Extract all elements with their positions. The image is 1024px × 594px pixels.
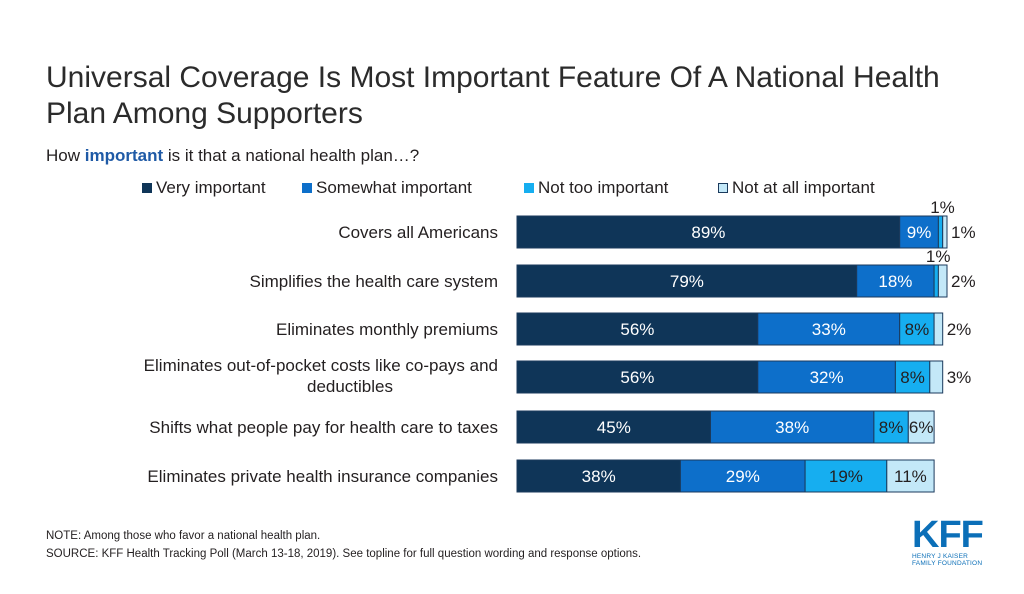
bar-segment-not-at-all-important [937, 264, 948, 298]
logo-subtitle: HENRY J KAISER FAMILY FOUNDATION [912, 553, 992, 567]
value-label-very-important: 56% [620, 368, 654, 387]
chart-subtitle: How important is it that a national heal… [46, 146, 419, 166]
logo-line-1: HENRY J KAISER [912, 553, 969, 560]
value-label-not-too-important: 8% [879, 418, 904, 437]
value-label-not-at-all-important: 11% [894, 467, 927, 486]
bar-segment-not-at-all-important [929, 360, 944, 394]
legend-label: Not at all important [732, 178, 875, 197]
value-label-not-at-all-important: 1% [951, 223, 976, 242]
bar-segment-somewhat-important [757, 312, 901, 346]
bar-row-eliminates-monthly-premiums: Eliminates monthly premiums 56% 33% 8% 2% [276, 312, 972, 346]
bar-segment-somewhat-important [757, 360, 896, 394]
legend-item-not-at-all-important: Not at all important [718, 178, 875, 198]
value-label-very-important: 79% [670, 272, 704, 291]
bar-segment-not-too-important [894, 360, 931, 394]
bar-segment-very-important [516, 410, 711, 444]
value-label-not-too-important: 19% [829, 467, 863, 486]
legend-item-not-too-important: Not too important [524, 178, 668, 198]
logo-mark: KFF [912, 514, 984, 556]
value-label-somewhat-important: 33% [812, 320, 846, 339]
chart-source: SOURCE: KFF Health Tracking Poll (March … [46, 548, 642, 560]
bar-segment-somewhat-important [856, 264, 935, 298]
kff-logo: KFF HENRY J KAISER FAMILY FOUNDATION [912, 514, 992, 567]
subtitle-prefix: How [46, 146, 85, 165]
value-label-not-at-all-important: 2% [947, 320, 972, 339]
value-label-not-at-all-important: 2% [951, 272, 976, 291]
logo-line-2: FAMILY FOUNDATION [912, 560, 983, 567]
legend-label: Not too important [538, 178, 669, 197]
bar-segment-not-at-all-important [942, 215, 948, 249]
legend-label: Somewhat important [316, 178, 472, 197]
bar-row-eliminates-private-health-insurance-comp: Eliminates private health insurance comp… [147, 459, 935, 493]
value-label-somewhat-important: 38% [775, 418, 809, 437]
category-label: Covers all Americans [338, 223, 498, 242]
legend-swatch [142, 183, 152, 193]
bar-row-covers-all-americans: Covers all Americans 89% 9% 1% 1% [338, 198, 976, 249]
bar-segment-not-too-important [933, 264, 939, 298]
bar-segment-not-too-important [937, 215, 944, 249]
value-label-not-too-important: 1% [926, 247, 951, 266]
legend-label: Very important [156, 178, 266, 197]
value-label-somewhat-important: 9% [907, 223, 932, 242]
legend-item-very-important: Very important [142, 178, 266, 198]
legend-swatch [718, 183, 728, 193]
bar-segment-somewhat-important [899, 215, 939, 249]
category-label: Shifts what people pay for health care t… [149, 418, 498, 437]
value-label-very-important: 45% [597, 418, 631, 437]
bar-row-eliminates-out-of-pocket-costs-like-co-p: Eliminates out-of-pocket costs like co-p… [144, 356, 972, 396]
bar-segment-very-important [516, 215, 901, 249]
value-label-not-at-all-important: 3% [947, 368, 972, 387]
category-label: Eliminates private health insurance comp… [147, 467, 498, 486]
value-label-somewhat-important: 32% [810, 368, 844, 387]
chart-note: NOTE: Among those who favor a national h… [46, 530, 321, 542]
bar-segment-not-at-all-important [933, 312, 944, 346]
legend-swatch [302, 183, 312, 193]
bar-segment-very-important [516, 312, 759, 346]
bar-segment-not-too-important [899, 312, 935, 346]
value-label-not-too-important: 1% [930, 198, 955, 217]
bar-segment-very-important [516, 360, 759, 394]
subtitle-suffix: is it that a national health plan…? [163, 146, 420, 165]
category-label: Simplifies the health care system [250, 272, 499, 291]
value-label-very-important: 56% [620, 320, 654, 339]
bar-segment-very-important [516, 459, 681, 493]
subtitle-emphasis: important [84, 146, 164, 165]
value-label-very-important: 38% [582, 467, 616, 486]
bar-segment-somewhat-important [710, 410, 875, 444]
bar-segment-not-too-important [873, 410, 909, 444]
chart-title: Universal Coverage Is Most Important Fea… [46, 61, 940, 130]
value-label-not-at-all-important: 6% [909, 418, 934, 437]
value-label-not-too-important: 8% [900, 368, 925, 387]
category-label: Eliminates out-of-pocket costs like co-p… [144, 356, 498, 396]
value-label-somewhat-important: 18% [878, 272, 912, 291]
bar-segment-not-at-all-important [907, 410, 935, 444]
value-label-very-important: 89% [691, 223, 725, 242]
category-label: Eliminates monthly premiums [276, 320, 498, 339]
bar-segment-not-too-important [804, 459, 888, 493]
legend-swatch [524, 183, 534, 193]
value-label-not-too-important: 8% [905, 320, 930, 339]
value-label-somewhat-important: 29% [726, 467, 760, 486]
legend-item-somewhat-important: Somewhat important [302, 178, 472, 198]
bar-row-simplifies-the-health-care-system: Simplifies the health care system 79% 18% 1… [250, 247, 976, 298]
bar-row-shifts-what-people-pay-for-health-care-t: Shifts what people pay for health care t… [149, 410, 935, 444]
bar-segment-not-at-all-important [886, 459, 935, 493]
